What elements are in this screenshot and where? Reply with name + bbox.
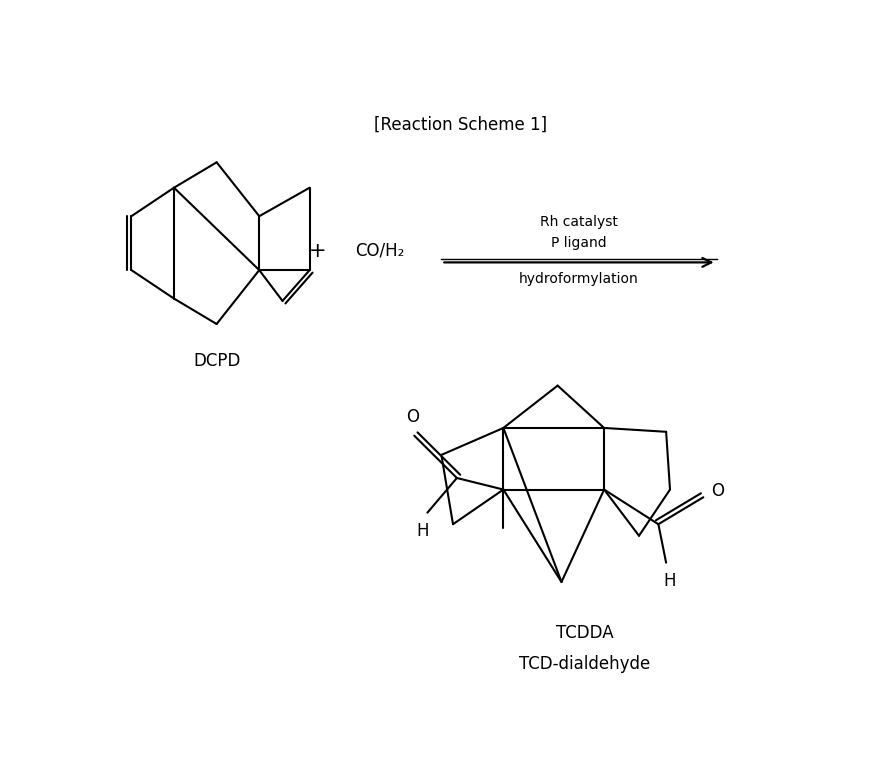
Text: H: H [664,572,676,590]
Text: CO/H₂: CO/H₂ [355,242,404,260]
Text: TCD-dialdehyde: TCD-dialdehyde [519,655,650,673]
Text: O: O [406,408,419,426]
Text: TCDDA: TCDDA [556,625,614,642]
Text: DCPD: DCPD [193,353,240,370]
Text: +: + [308,241,326,261]
Text: [Reaction Scheme 1]: [Reaction Scheme 1] [375,116,547,134]
Text: Rh catalyst: Rh catalyst [540,215,618,229]
Text: H: H [417,522,429,540]
Text: O: O [711,482,724,500]
Text: hydroformylation: hydroformylation [519,272,639,286]
Text: P ligand: P ligand [551,236,607,250]
